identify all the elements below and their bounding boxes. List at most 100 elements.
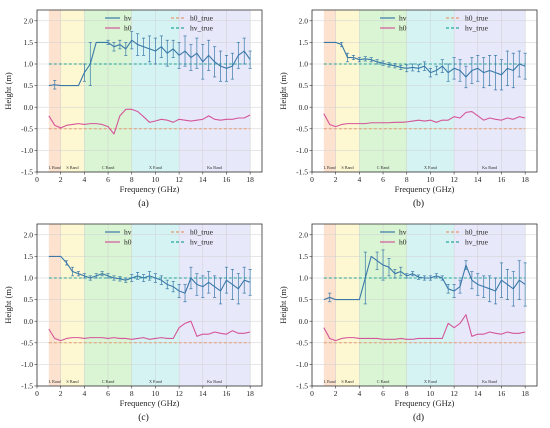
x-tick-label: 10 [427,389,435,398]
x-tick-label: 14 [474,175,482,184]
y-tick-label: -0.5 [296,124,308,133]
x-tick-label: 10 [152,175,160,184]
band-label: X Band [149,165,163,170]
x-tick-label: 0 [310,175,314,184]
x-tick-label: 14 [474,389,482,398]
legend-label: h0 [399,24,407,33]
band-region [335,10,360,172]
y-tick-label: 2.0 [299,16,309,25]
x-tick-label: 2 [59,389,63,398]
x-axis-title: Frequency (GHz) [395,184,455,194]
legend-label: hv [399,14,407,23]
x-tick-label: 14 [199,389,207,398]
x-tick-label: 16 [498,175,506,184]
y-tick-label: -1.0 [296,146,308,155]
y-tick-label: 1.0 [299,274,309,283]
plot-frame [36,223,263,387]
band-label: X Band [424,379,438,384]
y-tick-label: 1.0 [24,60,34,69]
y-tick-label: -0.5 [21,124,33,133]
y-tick-label: 1.0 [299,60,309,69]
band-label: X Band [424,165,438,170]
x-tick-label: 10 [152,389,160,398]
legend-item: h0_true [171,228,214,237]
x-tick-label: 0 [35,175,39,184]
band-region [179,224,251,386]
band-label: L Band [49,379,62,384]
band-label: Ku Band [482,165,498,170]
x-tick-label: 2 [334,389,338,398]
y-axis-title: Height (m) [3,286,13,324]
legend-item: hv [380,14,407,23]
plot-frame [311,223,538,387]
band-label: S Band [66,379,79,384]
series-line-h0 [323,110,526,128]
band-label: S Band [66,165,79,170]
chart-svg: L Band S Band C Band X Band Ku Band -1.5 -1.0 -… [278,9,538,209]
y-tick-label: -1.0 [21,360,33,369]
chart-panel-d: L Band S Band C Band X Band Ku Band -1.5 -1.0 -… [275,214,550,428]
x-tick-label: 4 [357,389,361,398]
x-tick-label: 6 [381,175,385,184]
legend-label: h0 [124,238,132,247]
x-tick-label: 16 [223,175,231,184]
y-tick-label: 2.0 [24,230,34,239]
panel-label: (d) [413,412,424,423]
band-label: L Band [324,165,337,170]
legend-item: h0 [380,24,407,33]
panel-label: (b) [413,198,424,209]
y-tick-label: -1.5 [21,168,33,177]
band-region [179,10,251,172]
y-tick-label: 0.0 [299,317,309,326]
x-tick-label: 16 [223,389,231,398]
y-tick-label: 1.5 [24,252,34,261]
series-line-hv [48,39,251,87]
band-label: Ku Band [207,165,223,170]
x-axis-title: Frequency (GHz) [395,398,455,408]
x-axis-title: Frequency (GHz) [120,398,180,408]
legend-label: h0 [124,24,132,33]
legend-item: h0 [105,24,132,33]
x-tick-label: 4 [82,389,86,398]
x-tick-label: 0 [35,389,39,398]
band-label: S Band [341,379,354,384]
y-tick-label: 0.0 [24,317,34,326]
series-line-hv [48,255,251,294]
x-tick-label: 6 [381,389,385,398]
y-tick-label: -0.5 [21,338,33,347]
y-tick-label: -0.5 [296,338,308,347]
chart-panel-c: L Band S Band C Band X Band Ku Band -1.5 -1.0 -… [0,214,275,428]
legend-item: h0 [380,238,407,247]
legend-label: hv_true [465,24,489,33]
band-region [48,224,61,386]
y-tick-label: 1.5 [299,38,309,47]
band-label: C Band [102,165,116,170]
legend-item: hv_true [446,238,489,247]
legend-label: hv_true [465,238,489,247]
plot-frame [36,9,263,173]
x-tick-label: 2 [59,175,63,184]
legend-item: hv [105,228,132,237]
legend-item: h0_true [171,14,214,23]
y-tick-label: 0.5 [299,81,309,90]
panel-label: (a) [138,198,149,209]
x-tick-label: 6 [106,389,110,398]
band-region [323,10,336,172]
legend-label: h0_true [465,228,489,237]
y-tick-label: 1.5 [24,38,34,47]
legend-label: hv [124,228,132,237]
series-line-h0 [48,320,251,342]
legend-item: h0 [105,238,132,247]
x-tick-label: 4 [82,175,86,184]
chart-svg: L Band S Band C Band X Band Ku Band -1.5 -1.0 -… [3,223,263,423]
x-tick-label: 8 [130,175,134,184]
x-tick-label: 18 [521,175,529,184]
legend-item: hv [380,228,407,237]
x-tick-label: 18 [246,389,254,398]
x-tick-label: 16 [498,389,506,398]
x-axis-title: Frequency (GHz) [120,184,180,194]
legend-label: h0_true [190,14,214,23]
x-tick-label: 2 [334,175,338,184]
